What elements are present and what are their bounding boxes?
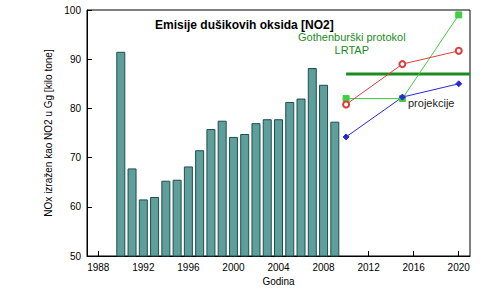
svg-text:80: 80 — [70, 103, 82, 114]
svg-text:LRTAP: LRTAP — [335, 44, 369, 56]
svg-text:70: 70 — [70, 152, 82, 163]
svg-text:1988: 1988 — [87, 262, 110, 273]
svg-text:60: 60 — [70, 201, 82, 212]
svg-text:2016: 2016 — [403, 262, 426, 273]
svg-text:2012: 2012 — [357, 262, 380, 273]
svg-text:2004: 2004 — [267, 262, 290, 273]
svg-text:1992: 1992 — [132, 262, 155, 273]
svg-text:2020: 2020 — [448, 262, 471, 273]
svg-text:Emisije dušikovih oksida [NO2]: Emisije dušikovih oksida [NO2] — [155, 18, 334, 32]
svg-text:NOx izražen kao NO2 u Gg [kilo: NOx izražen kao NO2 u Gg [kilo tone] — [43, 49, 54, 217]
svg-text:2000: 2000 — [222, 262, 245, 273]
svg-text:Gothenburški protokol: Gothenburški protokol — [298, 31, 406, 43]
svg-text:90: 90 — [70, 54, 82, 65]
svg-text:Godina: Godina — [262, 276, 295, 287]
svg-text:2008: 2008 — [312, 262, 335, 273]
svg-text:50: 50 — [70, 251, 82, 262]
svg-text:100: 100 — [64, 5, 81, 16]
svg-text:1996: 1996 — [177, 262, 200, 273]
svg-text:projekcije: projekcije — [408, 97, 454, 109]
